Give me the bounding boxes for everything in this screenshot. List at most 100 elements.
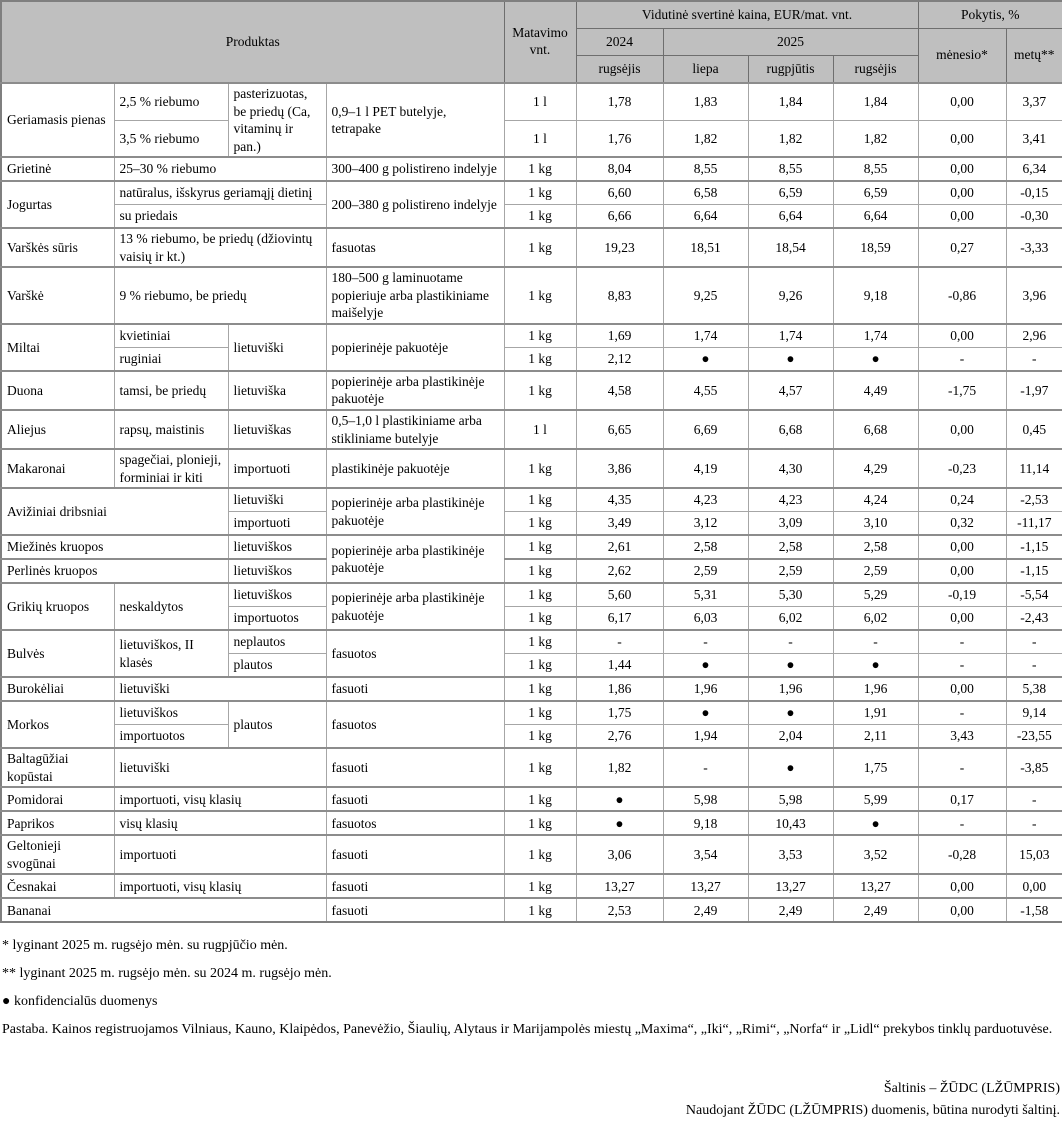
value-cell: 18,59 <box>832 227 919 268</box>
product-cell: popierinėje arba plastikinėje pakuotėje <box>325 582 505 631</box>
value-cell: 6,69 <box>662 409 749 450</box>
value-cell: 2,59 <box>832 558 919 584</box>
value-cell: ● <box>747 700 834 726</box>
product-cell: Grikių kruopos <box>0 582 115 631</box>
product-cell: Morkos <box>0 700 115 749</box>
value-cell: 4,23 <box>662 487 749 513</box>
product-cell: importuoti <box>227 511 327 536</box>
product-cell: Burokėliai <box>0 676 115 702</box>
product-cell: importuoti, visų klasių <box>113 873 327 899</box>
value-cell: - <box>917 747 1007 788</box>
value-cell: 1,69 <box>575 322 664 348</box>
footnotes: * lyginant 2025 m. rugsėjo mėn. su rugpj… <box>2 937 1062 1040</box>
product-cell: kvietiniai <box>113 322 229 348</box>
value-cell: 2,76 <box>575 724 664 749</box>
table-row: Duona tamsi, be priedų lietuviška popierinė… <box>0 369 1062 411</box>
product-cell: Grietinė <box>0 156 115 182</box>
product-cell: neskaldytos <box>113 582 229 631</box>
value-cell: 2,49 <box>832 897 919 923</box>
value-cell: 10,43 <box>747 810 834 836</box>
value-cell: 1,91 <box>832 700 919 726</box>
value-cell: 3,43 <box>917 724 1007 749</box>
value-cell: 6,64 <box>832 204 919 229</box>
product-cell: Bananai <box>0 897 327 923</box>
table-row: Baltagūžiai kopūstai lietuviški fasuoti 1 k… <box>0 747 1062 788</box>
value-cell: 1 kg <box>503 873 577 899</box>
value-cell: ● <box>662 346 749 372</box>
value-cell: -0,86 <box>917 266 1007 325</box>
table-body: Geriamasis pienas 2,5 % riebumo pasterizuo… <box>0 81 1062 923</box>
product-cell: fasuoti <box>325 676 505 702</box>
value-cell: 2,59 <box>747 558 834 584</box>
value-cell: -0,30 <box>1005 204 1062 229</box>
product-cell: 0,9–1 l PET butelyje, tetrapake <box>325 81 505 158</box>
product-cell: importuoti, visų klasių <box>113 786 327 812</box>
value-cell: ● <box>662 653 749 678</box>
value-cell: - <box>1005 653 1062 678</box>
product-cell: fasuotos <box>325 810 505 836</box>
product-cell: Baltagūžiai kopūstai <box>0 747 115 788</box>
value-cell: 1,74 <box>832 322 919 348</box>
value-cell: 18,51 <box>662 227 749 268</box>
value-cell: 6,59 <box>832 180 919 206</box>
value-cell: 1 kg <box>503 606 577 631</box>
product-cell: popierinėje arba plastikinėje pakuotėje <box>325 487 505 536</box>
column-header-month-2025-07: liepa <box>662 55 749 84</box>
value-cell: ● <box>662 700 749 726</box>
product-cell: lietuviškos <box>113 700 229 726</box>
value-cell: 1,96 <box>832 676 919 702</box>
value-cell: 1 kg <box>503 266 577 325</box>
table-row: plautos 1 kg 1,44 ● ● ● - - <box>1 653 1062 678</box>
product-cell: importuoti <box>113 834 327 875</box>
column-header-month-2024-09: rugsėjis <box>575 55 664 84</box>
value-cell: 0,00 <box>917 322 1007 348</box>
value-cell: 18,54 <box>747 227 834 268</box>
table-row: Burokėliai lietuviški fasuoti 1 kg 1,86 1,96 1… <box>0 676 1062 702</box>
value-cell: 9,25 <box>662 266 749 325</box>
value-cell: 1,94 <box>662 724 749 749</box>
table-row: importuotos 1 kg 2,76 1,94 2,04 2,11 3,43 -23,5… <box>1 724 1062 749</box>
table-row: Česnakai importuoti, visų klasių fasuoti 1 … <box>0 873 1062 899</box>
value-cell: 1 kg <box>503 369 577 411</box>
value-cell: ● <box>832 810 919 836</box>
value-cell: 0,00 <box>917 119 1007 158</box>
table-row: Miežinės kruopos lietuviškos popierinėje a… <box>0 534 1062 584</box>
value-cell: 9,18 <box>832 266 919 325</box>
value-cell: 0,00 <box>917 180 1007 206</box>
value-cell: - <box>917 346 1007 372</box>
price-table: Produktas Matavimo vnt. Vidutinė svertin… <box>0 0 1062 924</box>
value-cell: 6,68 <box>832 409 919 450</box>
product-cell: fasuoti <box>325 747 505 788</box>
value-cell: 4,19 <box>662 448 749 489</box>
value-cell: 1 kg <box>503 322 577 348</box>
value-cell: 4,55 <box>662 369 749 411</box>
table-row: Jogurtas natūralus, išskyrus geriamąjį di… <box>0 180 1062 229</box>
table-row: Geltonieji svogūnai importuoti fasuoti 1 kg… <box>0 834 1062 875</box>
value-cell: 3,54 <box>662 834 749 875</box>
value-cell: 2,04 <box>747 724 834 749</box>
value-cell: 1,82 <box>662 119 749 158</box>
value-cell: 0,45 <box>1005 409 1062 450</box>
value-cell: 1,78 <box>575 81 664 121</box>
product-cell: 180–500 g laminuotame popieriuje arba pl… <box>325 266 505 325</box>
source-block: Šaltinis – ŽŪDC (LŽŪMPRIS) Naudojant ŽŪD… <box>0 1078 1062 1123</box>
value-cell: 13,27 <box>832 873 919 899</box>
value-cell: 4,23 <box>747 487 834 513</box>
value-cell: -2,53 <box>1005 487 1062 513</box>
value-cell: 3,52 <box>832 834 919 875</box>
product-cell: fasuoti <box>325 786 505 812</box>
value-cell: 1 kg <box>503 810 577 836</box>
value-cell: 3,86 <box>575 448 664 489</box>
product-cell: visų klasių <box>113 810 327 836</box>
value-cell: - <box>662 629 749 655</box>
value-cell: ● <box>832 653 919 678</box>
product-cell: plautos <box>227 700 327 749</box>
value-cell: 1 l <box>503 409 577 450</box>
column-header-price-group: Vidutinė svertinė kaina, EUR/mat. vnt. <box>575 0 919 29</box>
value-cell: 1 kg <box>503 582 577 608</box>
value-cell: 4,57 <box>747 369 834 411</box>
value-cell: ● <box>575 810 664 836</box>
column-header-change-group: Pokytis, % <box>917 0 1062 29</box>
product-cell: lietuviška <box>227 369 327 411</box>
value-cell: 3,41 <box>1005 119 1062 158</box>
